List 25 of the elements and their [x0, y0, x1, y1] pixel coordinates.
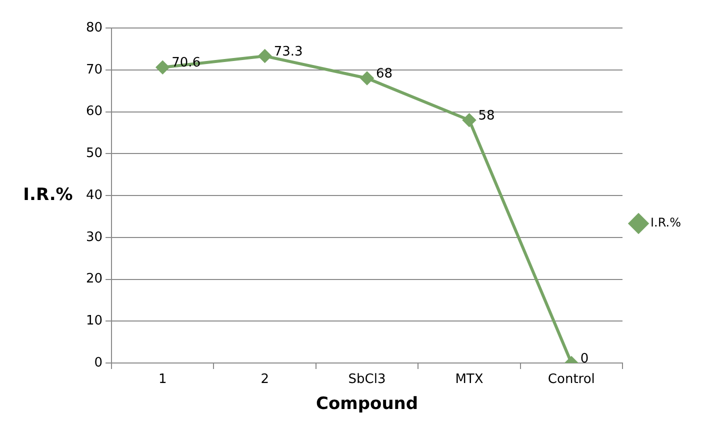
y-tick-label: 30	[86, 230, 103, 245]
y-axis-title: I.R.%	[23, 184, 73, 205]
x-axis-title: Compound	[316, 394, 418, 414]
x-tick-label: 2	[260, 372, 269, 388]
y-tick-label: 40	[86, 188, 103, 203]
data-label: 73.3	[274, 44, 303, 60]
y-tick-label: 20	[86, 272, 103, 287]
data-label: 68	[376, 66, 393, 82]
point	[462, 114, 476, 127]
x-tick-label: MTX	[455, 372, 484, 388]
x-tick-label: SbCl3	[348, 372, 386, 388]
point	[258, 50, 272, 63]
y-tick-label: 50	[86, 146, 103, 161]
y-tick-label: 60	[86, 104, 103, 120]
y-tick-label: 80	[86, 20, 103, 36]
point	[360, 72, 374, 85]
y-tick-label: 70	[86, 62, 103, 78]
x-tick-label: Control	[548, 372, 595, 388]
y-tick-label: 10	[86, 314, 103, 328]
point	[156, 60, 170, 74]
y-tick-label: 0	[94, 355, 103, 370]
legend-label: I.R.%	[650, 216, 682, 230]
data-label: 58	[478, 108, 495, 124]
data-label: 0	[580, 351, 589, 366]
x-tick-label: 1	[158, 372, 167, 388]
